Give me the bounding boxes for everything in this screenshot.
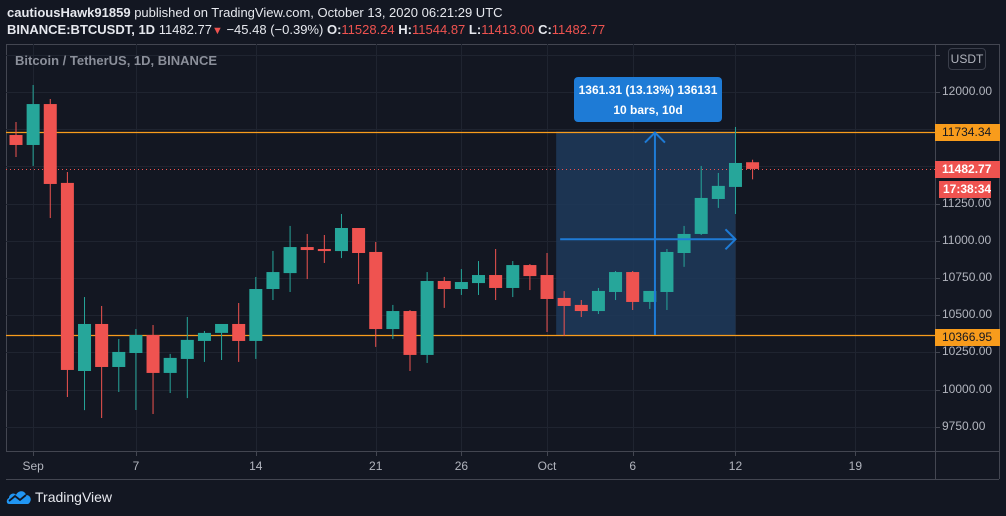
candle-up [386,311,400,330]
time-axis-label: 14 [249,459,263,473]
candle-down [43,104,57,184]
time-axis-label: 21 [369,459,383,473]
candle-down [626,272,640,302]
candle-up [728,162,742,187]
price-axis-label: 11000.00 [942,232,992,247]
chart-legend: Bitcoin / TetherUS, 1D, BINANCE [15,53,218,68]
price-axis-label: 10250.00 [942,344,993,359]
candle-down [437,280,451,290]
candle-up [472,275,486,284]
time-axis-label: 12 [728,459,743,473]
candle-up [609,272,623,292]
last-price: 11482.77 [158,22,212,37]
candle-down [369,251,383,330]
candle-up [129,334,143,353]
candle-up [591,290,605,312]
lower-line-price-tag: 10366.95 [935,329,1000,346]
arrow-up-icon [644,131,666,144]
brand-name: TradingView [35,489,113,505]
candle-down [146,334,160,373]
candle-down [574,304,588,312]
candle-up [197,332,211,341]
price-change: −45.48 (−0.39%) [226,22,324,37]
high-label: H: [398,22,413,37]
price-axis-label: 11250.00 [942,195,992,210]
symbol-label: BINANCE:BTCUSDT, 1D [7,22,156,37]
time-axis-label: Oct [537,459,557,473]
candle-up [112,351,126,367]
tradingview-logo[interactable]: TradingView [6,489,112,505]
close-label: C: [538,22,552,37]
low-value: 11413.00 [481,22,535,37]
candle-down [489,275,503,288]
candle-up [266,272,280,290]
candle-down [352,228,366,254]
candle-down [95,323,109,367]
tradingview-cloud-icon [6,491,31,504]
candle-up [78,323,92,371]
open-value: 11528.24 [341,22,395,37]
close-value: 11482.77 [551,22,606,37]
candle-up [420,280,434,355]
candle-down [403,311,417,355]
candle-up [660,251,674,292]
candle-down [232,323,246,341]
candle-down [557,297,571,306]
price-axis-label: 10750.00 [942,270,993,284]
candle-down [523,265,537,277]
measure-delta: 1361.31 (13.13%) 136131 [578,83,718,97]
countdown-tag: 17:38:34 [939,181,991,198]
down-triangle-icon: ▼ [211,25,223,37]
candle-up [26,104,40,145]
price-axis-label: 10500.00 [942,307,993,322]
candle-down [746,162,760,169]
candle-up [215,323,229,333]
candle-down [60,182,74,370]
publish-info: cautiousHawk91859 published on TradingVi… [7,5,503,20]
candle-up [694,197,708,234]
candle-up [334,228,348,252]
candle-down [300,247,314,251]
open-label: O: [326,22,342,37]
price-axis-label: 10000.00 [942,381,993,396]
time-axis-label: Sep [22,459,44,473]
current-price-tag: 11482.77 [935,161,1000,178]
publish-text: published on TradingView.com, October 13… [134,5,503,20]
candle-up [249,289,263,341]
measure-tooltip: 1361.31 (13.13%) 136131 10 bars, 10d [574,77,722,122]
price-axis-label: 12000.00 [942,84,993,98]
candle-up [506,265,520,288]
arrow-right-icon [724,228,737,251]
candle-up [180,339,194,359]
symbol-info: BINANCE:BTCUSDT, 1D 11482.77▼ −45.48 (−0… [7,22,605,37]
time-axis-label: 7 [132,459,140,473]
measure-bars: 10 bars, 10d [613,103,683,117]
candle-down [317,248,331,252]
candle-up [677,233,691,254]
candle-up [711,185,725,199]
time-axis-label: 19 [848,459,863,473]
price-axis-label: 9750.00 [942,418,986,433]
measure-range-box [556,131,736,335]
high-value: 11544.87 [412,22,466,37]
low-label: L: [468,22,482,37]
author-name[interactable]: cautiousHawk91859 [7,5,131,20]
candle-up [283,247,297,274]
time-axis-label: 26 [454,459,469,473]
candle-down [9,135,23,145]
time-axis-label: 6 [629,459,637,473]
candle-up [454,282,468,290]
candle-down [540,275,554,299]
candle-up [643,290,657,302]
upper-line-price-tag: 11734.34 [935,124,1000,141]
currency-button[interactable]: USDT [948,48,986,70]
candle-up [163,357,177,373]
